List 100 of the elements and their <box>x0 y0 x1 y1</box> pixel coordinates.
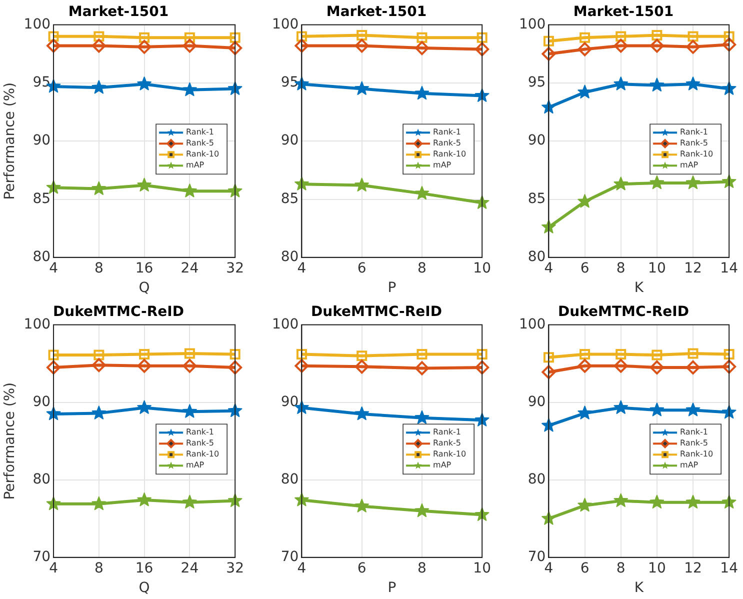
x-axis-title: K <box>634 280 644 296</box>
y-axis-title: Performance (%) <box>2 382 18 500</box>
point <box>137 492 152 506</box>
y-tick-label: 90 <box>528 132 546 149</box>
y-tick-label: 80 <box>32 249 51 266</box>
point <box>578 498 592 512</box>
y-tick-label: 70 <box>528 549 546 566</box>
legend-label: Rank-5 <box>186 438 214 448</box>
x-tick-label: 8 <box>616 260 626 276</box>
point <box>182 404 197 418</box>
point <box>724 349 734 360</box>
y-tick-label: 80 <box>280 249 299 266</box>
point <box>296 349 307 360</box>
point <box>184 32 195 43</box>
point <box>182 82 197 96</box>
point <box>722 38 736 52</box>
x-axis-title: Q <box>138 280 150 296</box>
point <box>46 360 61 374</box>
point <box>614 38 628 53</box>
point <box>356 350 368 362</box>
point <box>686 360 700 374</box>
point <box>46 38 61 53</box>
point <box>686 494 700 509</box>
point <box>354 360 369 374</box>
legend-label: Rank-5 <box>433 138 462 148</box>
x-tick-label: 4 <box>297 560 306 576</box>
point <box>354 406 370 420</box>
chart-title: Market-1501 <box>68 4 169 20</box>
y-tick-label: 100 <box>272 16 299 32</box>
point <box>137 400 152 414</box>
point <box>94 350 104 360</box>
point <box>686 402 700 416</box>
point <box>616 349 626 360</box>
y-tick-label: 85 <box>528 190 546 207</box>
x-tick-label: 24 <box>180 560 199 576</box>
point <box>354 38 369 53</box>
point <box>354 178 370 192</box>
point <box>543 352 554 363</box>
point <box>182 358 197 373</box>
legend-label: Rank-1 <box>186 128 214 137</box>
point <box>688 348 698 359</box>
y-tick-label: 85 <box>280 190 299 207</box>
y-tick-label: 95 <box>528 74 546 91</box>
y-tick-label: 95 <box>32 74 51 91</box>
point <box>48 31 59 42</box>
y-tick-label: 80 <box>528 249 546 266</box>
x-tick-label: 14 <box>720 260 738 276</box>
point <box>650 38 664 53</box>
legend-label: Rank-1 <box>433 428 462 437</box>
point <box>578 42 592 56</box>
y-tick-label: 80 <box>280 472 299 488</box>
point <box>92 406 106 420</box>
point <box>414 503 430 518</box>
y-tick-label: 100 <box>24 16 51 32</box>
legend-label: Rank-10 <box>186 450 220 459</box>
y-tick-label: 100 <box>518 16 546 32</box>
point <box>92 181 106 195</box>
point <box>92 496 106 510</box>
point <box>578 406 592 420</box>
point <box>578 358 592 373</box>
x-tick-label: 4 <box>297 260 306 276</box>
point <box>686 40 700 54</box>
chart-title: DukeMTMC-ReID <box>53 304 184 320</box>
point <box>722 360 736 374</box>
x-tick-label: 16 <box>135 260 154 276</box>
y-tick-label: 90 <box>280 132 299 149</box>
point <box>650 360 664 374</box>
point <box>614 400 628 414</box>
legend-label: mAP <box>186 460 204 470</box>
point <box>475 360 490 374</box>
point <box>92 358 106 372</box>
point <box>614 358 628 373</box>
x-tick-label: 10 <box>648 560 666 576</box>
point <box>137 76 152 90</box>
point <box>724 31 734 42</box>
point <box>139 349 150 360</box>
point <box>414 186 430 200</box>
point <box>414 86 430 100</box>
point <box>228 41 242 56</box>
legend-label: Rank-10 <box>680 150 714 159</box>
y-tick-label: 100 <box>518 316 546 332</box>
x-tick-label: 4 <box>49 260 58 276</box>
chart-title: Market-1501 <box>326 4 427 20</box>
x-tick-label: 8 <box>418 560 426 576</box>
legend-label: mAP <box>680 460 698 470</box>
legend-label: Rank-1 <box>680 428 708 437</box>
point <box>614 176 628 190</box>
point <box>476 32 488 43</box>
legend-label: mAP <box>433 460 452 470</box>
point <box>578 194 592 208</box>
point <box>414 361 429 376</box>
legend-label: Rank-1 <box>186 428 214 437</box>
x-axis-title: Q <box>138 580 150 596</box>
x-tick-label: 4 <box>544 260 554 276</box>
legend-label: mAP <box>433 160 452 170</box>
point <box>616 31 626 42</box>
y-tick-label: 90 <box>32 132 51 149</box>
point <box>542 365 556 380</box>
y-tick-label: 90 <box>528 394 546 410</box>
point <box>92 38 106 53</box>
